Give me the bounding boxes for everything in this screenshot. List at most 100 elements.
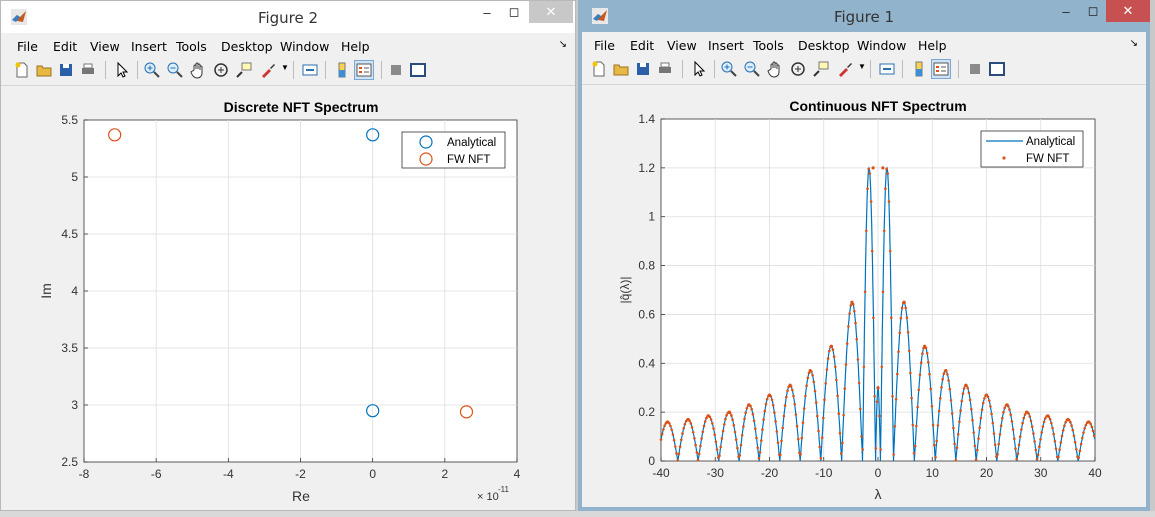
series-dot-fwnft	[1011, 428, 1015, 431]
legend[interactable]: Analytical FW NFT	[980, 130, 1084, 168]
menu-file[interactable]: File	[17, 39, 38, 54]
series-dot-fwnft	[977, 437, 980, 440]
discrete-spectrum-plot[interactable]: -8 -6 -4 -2 0 2 4 2.5 3 3.5 4 4.5 5 5.5 Discrete NFT …	[1, 87, 575, 511]
series-dot-fwnft	[776, 441, 780, 445]
series-dot-fwnft	[1061, 429, 1065, 432]
series-dot-fwnft	[942, 372, 946, 375]
figure-2-window[interactable]: Figure 2 – ◻ ✕ File Edit View Insert Too…	[0, 0, 576, 511]
save-icon[interactable]	[57, 61, 75, 79]
legend[interactable]: Analytical FW NFT	[401, 131, 506, 169]
peak-point	[1066, 417, 1070, 422]
peak-point	[665, 420, 670, 424]
series-dot-fwnft	[967, 391, 971, 395]
brush-icon[interactable]	[259, 61, 277, 79]
hide-plot-tools-icon[interactable]	[966, 60, 984, 78]
link-plot-icon[interactable]	[878, 60, 896, 78]
menu-window[interactable]: Window	[280, 39, 330, 54]
series-dot-fwnft	[882, 229, 886, 233]
brush-dropdown-icon[interactable]: ▼	[281, 63, 289, 72]
series-dot-fwnft	[1083, 427, 1086, 430]
open-file-icon[interactable]	[35, 61, 53, 79]
hide-plot-tools-icon[interactable]	[387, 61, 405, 79]
new-figure-icon[interactable]	[13, 61, 31, 79]
series-dot-fwnft	[674, 445, 677, 448]
series-dot-fwnft	[1091, 429, 1095, 433]
print-icon[interactable]	[79, 61, 97, 79]
menu-desktop[interactable]: Desktop	[798, 38, 850, 53]
print-icon[interactable]	[656, 60, 674, 78]
open-file-icon[interactable]	[612, 60, 630, 78]
menu-view[interactable]: View	[667, 38, 697, 53]
edit-plot-arrow-icon[interactable]	[690, 60, 708, 78]
x-tick-label: 40	[1088, 466, 1102, 480]
series-dot-fwnft	[671, 433, 675, 436]
series-dot-fwnft	[936, 424, 940, 427]
show-plot-tools-icon[interactable]	[988, 60, 1006, 78]
maximize-button[interactable]: ◻	[1087, 3, 1099, 18]
maximize-button[interactable]: ◻	[508, 4, 520, 19]
menu-view[interactable]: View	[90, 39, 120, 54]
series-dot-fwnft	[989, 405, 992, 408]
series-dot-fwnft	[719, 445, 722, 449]
menu-help[interactable]: Help	[918, 38, 947, 53]
rotate-3d-icon[interactable]	[212, 61, 230, 79]
pan-hand-icon[interactable]	[766, 60, 784, 78]
rotate-3d-icon[interactable]	[789, 60, 807, 78]
menu-tools[interactable]: Tools	[176, 39, 207, 54]
brush-icon[interactable]	[836, 60, 854, 78]
pan-hand-icon[interactable]	[189, 61, 207, 79]
series-dot-fwnft	[670, 428, 673, 432]
series-dot-fwnft	[842, 413, 845, 417]
series-dot-fwnft	[805, 384, 808, 388]
new-figure-icon[interactable]	[590, 60, 608, 78]
y-tick-label: 1	[648, 210, 655, 224]
series-dot-fwnft	[835, 378, 838, 382]
minimize-button[interactable]: –	[483, 4, 491, 20]
edit-plot-arrow-icon[interactable]	[113, 61, 131, 79]
show-plot-tools-icon[interactable]	[409, 61, 427, 79]
zoom-in-icon[interactable]	[143, 61, 161, 79]
series-dot-fwnft	[1018, 435, 1022, 439]
close-button[interactable]: ✕	[529, 1, 573, 23]
close-button[interactable]: ✕	[1106, 0, 1150, 22]
title-bar[interactable]: Figure 1 – ◻ ✕	[582, 0, 1150, 32]
series-dot-fwnft	[802, 407, 806, 410]
series-dot-fwnft	[913, 444, 917, 448]
zoom-out-icon[interactable]	[743, 60, 761, 78]
link-plot-icon[interactable]	[301, 61, 319, 79]
legend-icon[interactable]	[931, 59, 951, 79]
dock-arrow-icon[interactable]: ↘	[558, 39, 567, 50]
series-dot-fwnft	[712, 427, 715, 430]
zoom-out-icon[interactable]	[166, 61, 184, 79]
series-dot-fwnft	[866, 187, 869, 190]
menu-insert[interactable]: Insert	[131, 39, 167, 54]
legend-marker-analytical	[419, 135, 433, 149]
menu-edit[interactable]: Edit	[630, 38, 655, 53]
colorbar-icon[interactable]	[333, 61, 351, 79]
menu-desktop[interactable]: Desktop	[221, 39, 273, 54]
brush-dropdown-icon[interactable]: ▼	[858, 62, 866, 71]
menu-edit[interactable]: Edit	[53, 39, 78, 54]
menu-file[interactable]: File	[594, 38, 615, 53]
menu-insert[interactable]: Insert	[708, 38, 744, 53]
zoom-in-icon[interactable]	[720, 60, 738, 78]
series-dot-fwnft	[832, 355, 836, 358]
menu-help[interactable]: Help	[341, 39, 370, 54]
series-dot-fwnft	[745, 406, 749, 410]
figure-1-window[interactable]: Figure 1 – ◻ ✕ File Edit View Insert Too…	[578, 0, 1150, 511]
legend-icon[interactable]	[354, 60, 374, 80]
title-bar[interactable]: Figure 2 – ◻ ✕	[1, 1, 575, 33]
dock-arrow-icon[interactable]: ↘	[1129, 38, 1138, 49]
menu-window[interactable]: Window	[857, 38, 907, 53]
window-title: Figure 1	[833, 8, 895, 26]
menu-tools[interactable]: Tools	[753, 38, 784, 53]
colorbar-icon[interactable]	[910, 60, 928, 78]
minimize-button[interactable]: –	[1062, 3, 1070, 19]
save-icon[interactable]	[634, 60, 652, 78]
peak-point	[808, 369, 812, 373]
series-dot-fwnft	[971, 418, 974, 422]
data-cursor-icon[interactable]	[812, 60, 830, 78]
continuous-spectrum-plot[interactable]: -40 -30 -20 -10 0 10 20 30 40 0 0.2 0.4 0.6 0.8 1 1.2 1.…	[582, 86, 1146, 510]
data-cursor-icon[interactable]	[235, 61, 253, 79]
series-dot-fwnft	[794, 413, 798, 416]
